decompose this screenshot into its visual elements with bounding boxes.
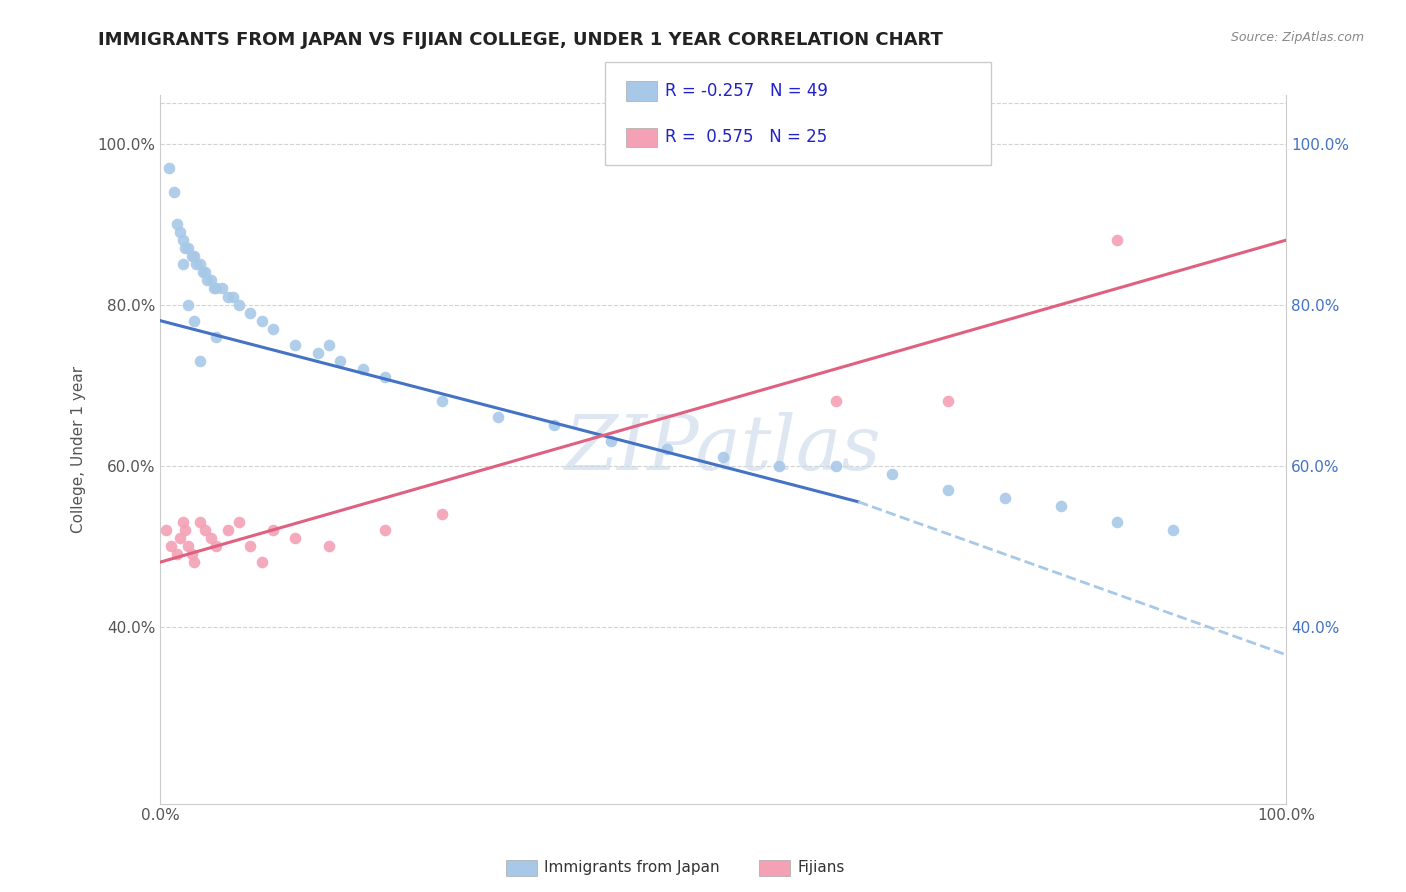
Text: ZIPatlas: ZIPatlas <box>565 412 882 486</box>
Text: Source: ZipAtlas.com: Source: ZipAtlas.com <box>1230 31 1364 45</box>
Point <box>202 281 225 295</box>
Point <box>197 273 219 287</box>
Point <box>177 241 200 255</box>
Point <box>936 394 959 409</box>
Point <box>655 442 678 457</box>
Point <box>188 354 211 368</box>
Point <box>163 185 186 199</box>
Text: R = -0.257   N = 49: R = -0.257 N = 49 <box>665 82 828 100</box>
Point <box>374 523 396 537</box>
Point <box>166 547 188 561</box>
Point <box>174 523 197 537</box>
Point <box>205 330 228 344</box>
Point <box>768 458 790 473</box>
Point <box>205 281 228 295</box>
Y-axis label: College, Under 1 year: College, Under 1 year <box>72 366 86 533</box>
Point <box>183 249 205 263</box>
Point <box>155 523 177 537</box>
Point <box>183 313 205 327</box>
Point <box>160 539 183 553</box>
Point <box>599 434 621 449</box>
Point <box>880 467 903 481</box>
Point <box>194 523 217 537</box>
Point <box>262 523 284 537</box>
Point <box>200 273 222 287</box>
Point <box>191 265 214 279</box>
Point <box>180 547 202 561</box>
Point <box>239 539 262 553</box>
Point <box>194 265 217 279</box>
Point <box>172 233 194 247</box>
Point <box>284 531 307 545</box>
Point <box>177 539 200 553</box>
Text: Immigrants from Japan: Immigrants from Japan <box>544 861 720 875</box>
Point <box>307 346 329 360</box>
Point <box>824 458 846 473</box>
Point <box>711 450 734 465</box>
Point <box>217 289 239 303</box>
Point <box>177 297 200 311</box>
Point <box>166 217 188 231</box>
Point <box>239 305 262 319</box>
Point <box>329 354 352 368</box>
Point <box>172 257 194 271</box>
Point <box>228 297 250 311</box>
Point <box>936 483 959 497</box>
Text: Fijians: Fijians <box>797 861 845 875</box>
Point <box>180 249 202 263</box>
Point <box>174 241 197 255</box>
Point <box>543 418 565 433</box>
Point <box>157 161 180 175</box>
Point <box>1107 515 1129 529</box>
Point <box>374 370 396 384</box>
Point <box>352 362 374 376</box>
Point <box>250 555 273 569</box>
Point <box>1049 499 1071 513</box>
Point <box>1163 523 1185 537</box>
Point <box>186 257 208 271</box>
Text: IMMIGRANTS FROM JAPAN VS FIJIAN COLLEGE, UNDER 1 YEAR CORRELATION CHART: IMMIGRANTS FROM JAPAN VS FIJIAN COLLEGE,… <box>98 31 943 49</box>
Point <box>430 507 453 521</box>
Point <box>169 531 191 545</box>
Point <box>993 491 1015 505</box>
Text: R =  0.575   N = 25: R = 0.575 N = 25 <box>665 128 827 146</box>
Point <box>318 338 340 352</box>
Point <box>228 515 250 529</box>
Point <box>183 555 205 569</box>
Point <box>217 523 239 537</box>
Point <box>172 515 194 529</box>
Point <box>222 289 245 303</box>
Point <box>169 225 191 239</box>
Point <box>430 394 453 409</box>
Point <box>188 515 211 529</box>
Point <box>211 281 233 295</box>
Point <box>824 394 846 409</box>
Point <box>250 313 273 327</box>
Point <box>284 338 307 352</box>
Point <box>205 539 228 553</box>
Point <box>1107 233 1129 247</box>
Point <box>486 410 509 425</box>
Point <box>318 539 340 553</box>
Point <box>200 531 222 545</box>
Point <box>262 322 284 336</box>
Point <box>188 257 211 271</box>
